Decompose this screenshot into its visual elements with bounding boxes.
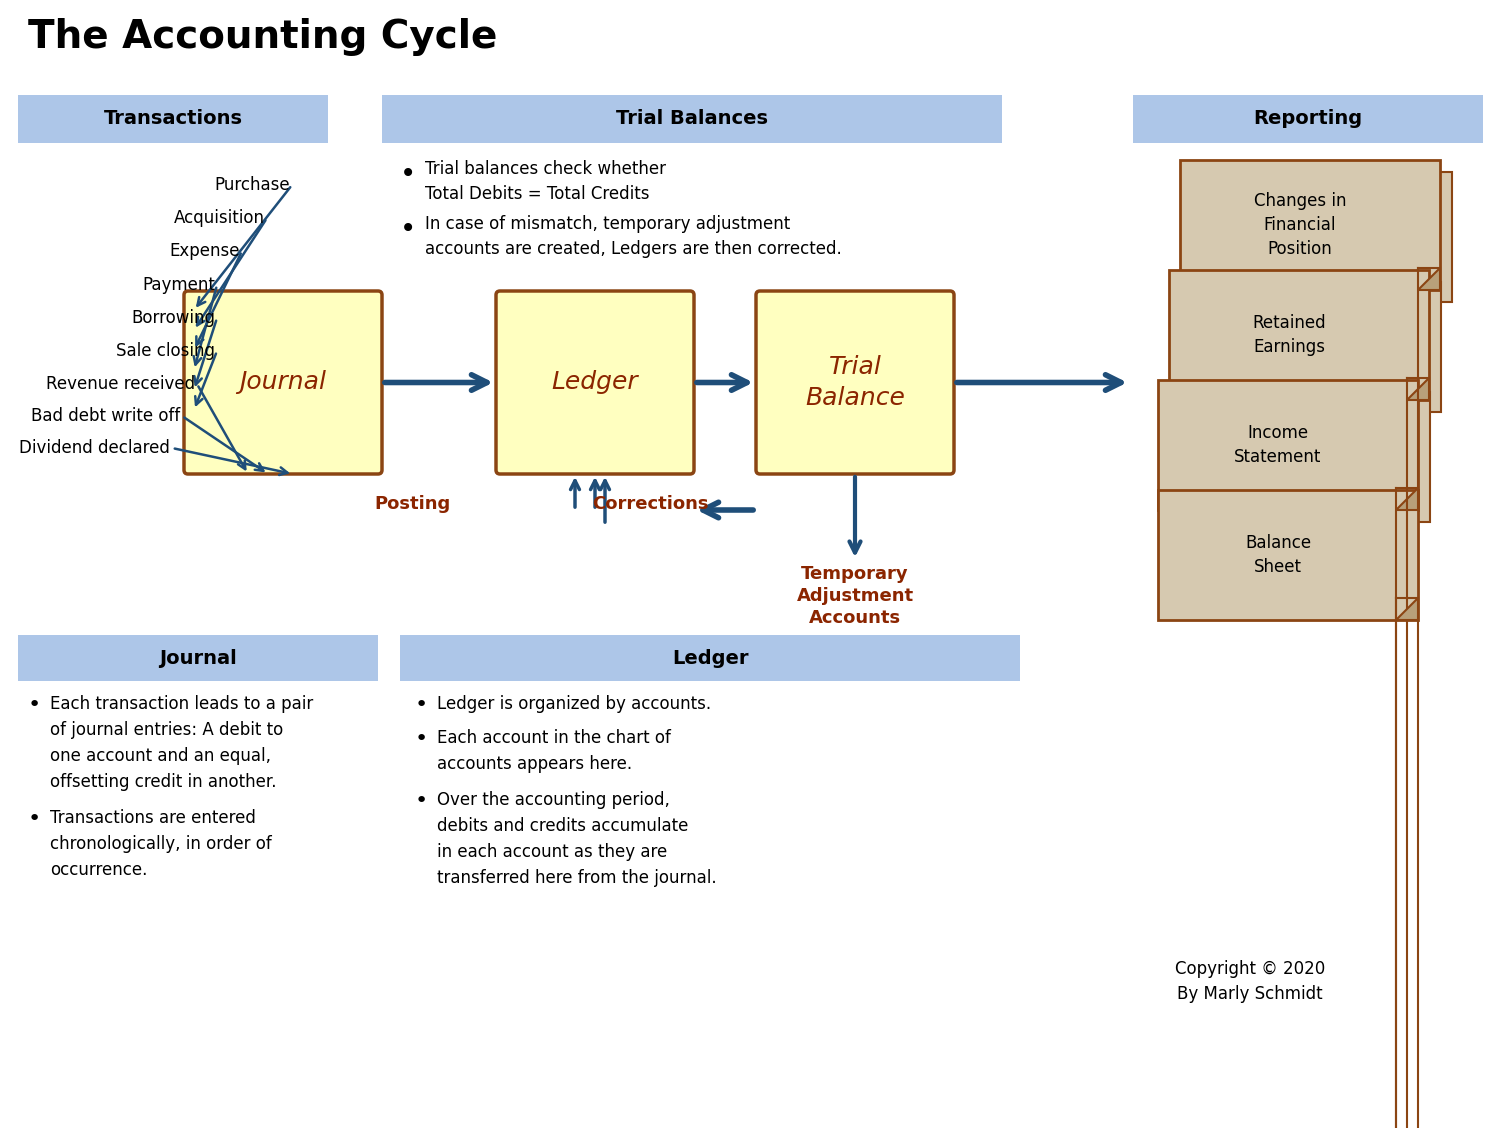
Text: Journal: Journal [239, 370, 326, 395]
Text: Journal: Journal [159, 649, 236, 668]
FancyBboxPatch shape [1169, 270, 1429, 400]
Text: In case of mismatch, temporary adjustment: In case of mismatch, temporary adjustmen… [426, 215, 790, 233]
Text: Expense: Expense [170, 243, 241, 259]
Text: Posting: Posting [374, 495, 450, 513]
Text: Ledger: Ledger [672, 649, 749, 668]
Text: Temporary
Adjustment
Accounts: Temporary Adjustment Accounts [797, 565, 913, 627]
Polygon shape [1418, 268, 1439, 290]
Text: •: • [400, 160, 417, 188]
FancyBboxPatch shape [382, 95, 1002, 143]
Text: Retained
Earnings: Retained Earnings [1253, 315, 1327, 355]
Text: Sale closing: Sale closing [116, 342, 215, 360]
Polygon shape [1396, 488, 1418, 510]
Text: Corrections: Corrections [591, 495, 708, 513]
Text: Income
Statement: Income Statement [1235, 424, 1322, 466]
Text: Payment: Payment [141, 276, 215, 294]
Text: Each account in the chart of: Each account in the chart of [438, 729, 671, 747]
Text: Trial balances check whether: Trial balances check whether [426, 160, 666, 178]
Text: Bad debt write off: Bad debt write off [30, 407, 180, 425]
Text: Trial
Balance: Trial Balance [805, 354, 905, 411]
FancyBboxPatch shape [183, 291, 382, 474]
Text: accounts appears here.: accounts appears here. [438, 755, 632, 773]
FancyBboxPatch shape [1181, 160, 1439, 290]
Text: •: • [415, 695, 429, 715]
FancyBboxPatch shape [18, 95, 328, 143]
Text: debits and credits accumulate: debits and credits accumulate [438, 817, 689, 835]
Text: •: • [415, 791, 429, 811]
Text: •: • [400, 215, 417, 243]
Text: Over the accounting period,: Over the accounting period, [438, 791, 669, 809]
FancyBboxPatch shape [18, 635, 378, 681]
Text: •: • [29, 809, 41, 829]
FancyBboxPatch shape [1193, 171, 1451, 302]
Text: chronologically, in order of: chronologically, in order of [50, 835, 272, 853]
Text: Reporting: Reporting [1253, 109, 1363, 129]
Text: Borrowing: Borrowing [131, 309, 215, 327]
Text: Changes in
Financial
Position: Changes in Financial Position [1254, 193, 1346, 257]
Text: Purchase: Purchase [215, 176, 290, 194]
Text: •: • [415, 729, 429, 749]
Text: one account and an equal,: one account and an equal, [50, 747, 271, 765]
FancyBboxPatch shape [1133, 95, 1483, 143]
Text: occurrence.: occurrence. [50, 861, 147, 879]
Text: Trial Balances: Trial Balances [617, 109, 769, 129]
FancyBboxPatch shape [1158, 380, 1418, 510]
FancyBboxPatch shape [757, 291, 954, 474]
FancyBboxPatch shape [496, 291, 693, 474]
Text: Acquisition: Acquisition [174, 209, 265, 227]
Text: Each transaction leads to a pair: Each transaction leads to a pair [50, 695, 313, 713]
Text: Transactions: Transactions [104, 109, 242, 129]
FancyBboxPatch shape [400, 635, 1020, 681]
Text: Transactions are entered: Transactions are entered [50, 809, 256, 827]
Text: Total Debits = Total Credits: Total Debits = Total Credits [426, 185, 650, 203]
Text: of journal entries: A debit to: of journal entries: A debit to [50, 721, 283, 739]
Text: The Accounting Cycle: The Accounting Cycle [29, 18, 498, 56]
Text: Dividend declared: Dividend declared [20, 439, 170, 457]
Polygon shape [1408, 378, 1429, 400]
Text: Ledger: Ledger [552, 370, 638, 395]
FancyBboxPatch shape [1170, 393, 1430, 522]
Text: transferred here from the journal.: transferred here from the journal. [438, 869, 716, 887]
Text: •: • [29, 695, 41, 715]
Text: accounts are created, Ledgers are then corrected.: accounts are created, Ledgers are then c… [426, 240, 842, 258]
FancyBboxPatch shape [1181, 282, 1441, 412]
Text: Copyright © 2020
By Marly Schmidt: Copyright © 2020 By Marly Schmidt [1175, 960, 1325, 1003]
Text: Revenue received: Revenue received [47, 374, 196, 393]
Text: Balance
Sheet: Balance Sheet [1245, 535, 1311, 575]
FancyBboxPatch shape [1158, 490, 1418, 620]
Text: in each account as they are: in each account as they are [438, 843, 668, 861]
Text: Ledger is organized by accounts.: Ledger is organized by accounts. [438, 695, 711, 713]
Text: offsetting credit in another.: offsetting credit in another. [50, 773, 277, 791]
Polygon shape [1396, 598, 1418, 620]
